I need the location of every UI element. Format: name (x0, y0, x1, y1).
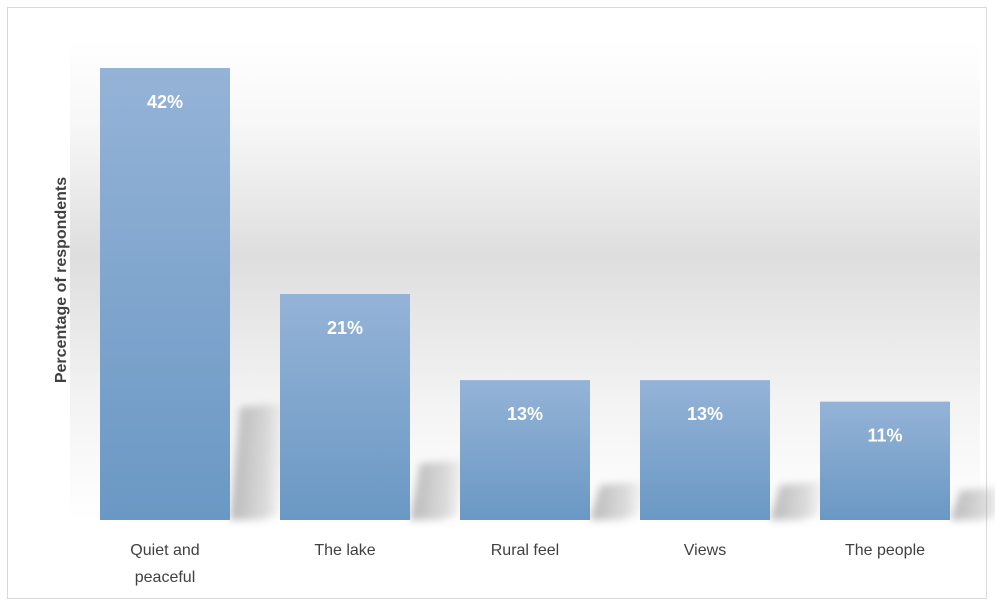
bar-shadow (950, 487, 995, 520)
data-label: 13% (687, 404, 723, 424)
category-label: Views (684, 542, 726, 559)
y-axis-label: Percentage of respondents (53, 177, 70, 383)
category-labels: Quiet and peaceful The lake Rural feel Views… (130, 542, 925, 586)
category-label: Rural feel (491, 542, 559, 559)
data-label: 21% (327, 318, 363, 338)
category-label: The lake (314, 542, 375, 559)
bar-shadows (230, 403, 995, 520)
data-label: 13% (507, 404, 543, 424)
category-label: The people (845, 542, 925, 559)
bar-shadow (770, 481, 830, 520)
bar (640, 380, 770, 520)
bar-shadow (230, 403, 290, 520)
bars (100, 68, 950, 520)
data-label: 11% (867, 426, 902, 446)
bar-shadow (590, 481, 650, 520)
bar-shadow (410, 459, 470, 520)
data-labels: 42% 21% 13% 13% 11% (147, 92, 903, 446)
bar (460, 380, 590, 520)
data-label: 42% (147, 92, 183, 112)
bar (280, 294, 410, 520)
bar (820, 401, 950, 520)
bar (100, 68, 230, 520)
category-label: Quiet and peaceful (130, 542, 199, 586)
